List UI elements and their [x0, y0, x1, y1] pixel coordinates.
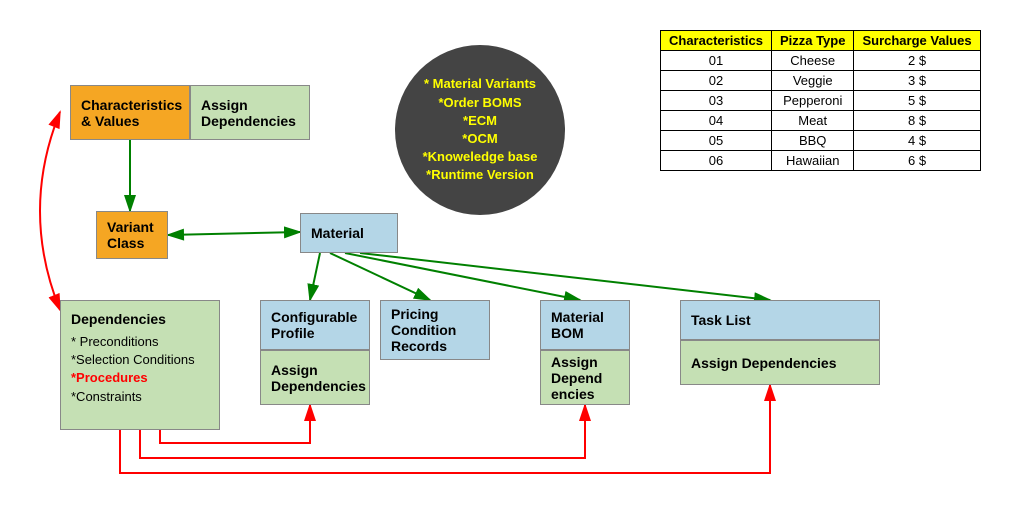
table-cell: 06	[661, 151, 772, 171]
table-cell: 02	[661, 71, 772, 91]
table-cell: 5 $	[854, 91, 980, 111]
task-list-assign: Assign Dependencies	[680, 340, 880, 385]
table-row: 06Hawaiian6 $	[661, 151, 981, 171]
table-cell: 6 $	[854, 151, 980, 171]
circle-item: *Runtime Version	[426, 166, 534, 184]
material-bom-header: Material BOM	[540, 300, 630, 350]
pricing-condition-label: Pricing Condition Records	[391, 306, 479, 354]
configurable-profile-label: Configurable Profile	[271, 309, 359, 341]
characteristics-values-label: Characteristics & Values	[81, 97, 182, 129]
configurable-profile-header: Configurable Profile	[260, 300, 370, 350]
dependencies-item: *Constraints	[71, 388, 209, 406]
table-header-cell: Pizza Type	[771, 31, 854, 51]
table-cell: 8 $	[854, 111, 980, 131]
dependencies-list: * Preconditions*Selection Conditions*Pro…	[71, 333, 209, 406]
circle-item: *Order BOMS	[438, 94, 521, 112]
table-cell: BBQ	[771, 131, 854, 151]
dependencies-item: * Preconditions	[71, 333, 209, 351]
dependencies-item: *Procedures	[71, 369, 209, 387]
material-bom-assign-label: Assign Depend encies	[551, 354, 619, 402]
circle-item: *ECM	[463, 112, 497, 130]
table-cell: Pepperoni	[771, 91, 854, 111]
characteristics-values-box: Characteristics & Values	[70, 85, 190, 140]
table-cell: 3 $	[854, 71, 980, 91]
material-label: Material	[311, 225, 364, 241]
dependencies-box: Dependencies * Preconditions*Selection C…	[60, 300, 220, 430]
variant-class-box: Variant Class	[96, 211, 168, 259]
dependencies-title: Dependencies	[71, 311, 209, 327]
table-cell: 4 $	[854, 131, 980, 151]
table-cell: Hawaiian	[771, 151, 854, 171]
table-cell: 01	[661, 51, 772, 71]
circle-item: *Knoweledge base	[423, 148, 538, 166]
table-cell: 04	[661, 111, 772, 131]
surcharge-table: CharacteristicsPizza TypeSurcharge Value…	[660, 30, 981, 171]
table-cell: 03	[661, 91, 772, 111]
material-bom-assign: Assign Depend encies	[540, 350, 630, 405]
assign-dependencies-top-box: Assign Dependencies	[190, 85, 310, 140]
table-cell: 05	[661, 131, 772, 151]
table-cell: Veggie	[771, 71, 854, 91]
variant-class-label: Variant Class	[107, 219, 157, 251]
table-header-cell: Characteristics	[661, 31, 772, 51]
table-row: 03Pepperoni5 $	[661, 91, 981, 111]
table-cell: Cheese	[771, 51, 854, 71]
pricing-condition-box: Pricing Condition Records	[380, 300, 490, 360]
table-row: 04Meat8 $	[661, 111, 981, 131]
task-list-assign-label: Assign Dependencies	[691, 355, 837, 371]
dependencies-item: *Selection Conditions	[71, 351, 209, 369]
assign-dependencies-top-label: Assign Dependencies	[201, 97, 299, 129]
table-cell: 2 $	[854, 51, 980, 71]
circle-item: *OCM	[462, 130, 497, 148]
table-row: 02Veggie3 $	[661, 71, 981, 91]
center-circle: * Material Variants*Order BOMS*ECM*OCM*K…	[395, 45, 565, 215]
table-header-cell: Surcharge Values	[854, 31, 980, 51]
table-row: 01Cheese2 $	[661, 51, 981, 71]
material-bom-label: Material BOM	[551, 309, 619, 341]
circle-item: * Material Variants	[424, 75, 536, 93]
material-box: Material	[300, 213, 398, 253]
configurable-profile-assign-label: Assign Dependencies	[271, 362, 366, 394]
table-cell: Meat	[771, 111, 854, 131]
task-list-label: Task List	[691, 312, 751, 328]
configurable-profile-assign: Assign Dependencies	[260, 350, 370, 405]
task-list-header: Task List	[680, 300, 880, 340]
table-row: 05BBQ4 $	[661, 131, 981, 151]
